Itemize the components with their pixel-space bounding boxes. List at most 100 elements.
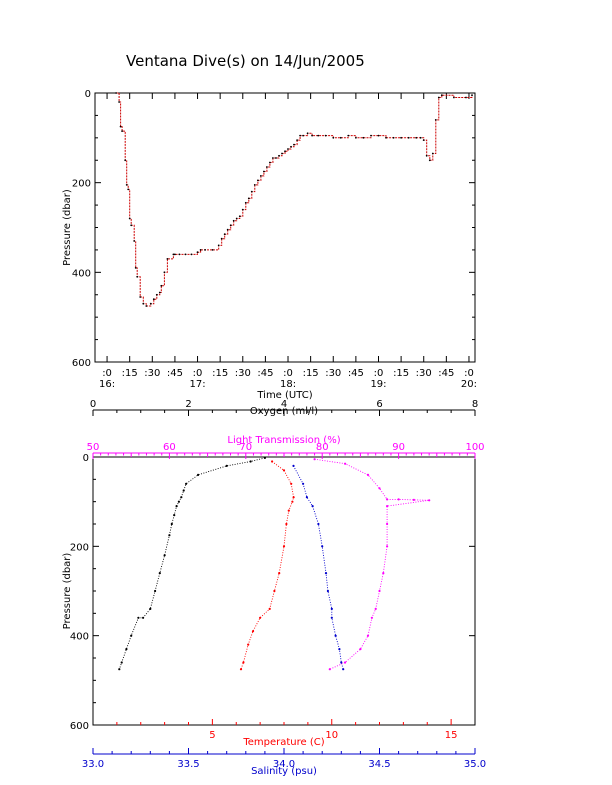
- oxygen-tick-label: 0: [90, 399, 96, 410]
- y-tick-label: 400: [70, 632, 89, 643]
- x-tick-label: :15: [122, 368, 138, 379]
- x-tick-label: :15: [303, 368, 319, 379]
- series-light-point: [412, 498, 415, 501]
- series-oxygen-point: [180, 496, 183, 499]
- dive-point: [377, 134, 380, 137]
- series-salinity-point: [330, 616, 333, 619]
- dive-point: [257, 179, 259, 182]
- series-light-point: [374, 607, 377, 611]
- series-temperature-point: [247, 643, 250, 646]
- oxygen-tick-label: 4: [281, 399, 287, 410]
- series-light-point: [386, 545, 389, 548]
- dive-point: [425, 154, 428, 157]
- dive-point: [287, 148, 289, 150]
- dive-point: [434, 119, 437, 121]
- series-oxygen-point: [168, 534, 171, 537]
- dive-point: [266, 166, 268, 168]
- dive-point: [238, 215, 241, 218]
- dive-point: [355, 136, 357, 139]
- series-oxygen-point: [185, 482, 188, 485]
- series-light-point: [328, 668, 331, 671]
- series-oxygen-point: [142, 616, 145, 619]
- series-temperature-point: [251, 630, 255, 633]
- dive-point: [293, 143, 295, 146]
- x-tick-hour-label: 20:: [461, 379, 477, 390]
- series-temperature-line: [240, 461, 295, 670]
- dive-point: [204, 249, 207, 251]
- series-temperature-point: [290, 482, 293, 485]
- x-tick-hour-label: 16:: [99, 379, 115, 390]
- dive-point: [124, 159, 127, 162]
- series-temperature-point: [282, 545, 286, 548]
- dive-point: [142, 302, 145, 305]
- series-light-point: [397, 498, 400, 501]
- series-oxygen-point: [163, 554, 166, 557]
- series-temperature-point: [273, 589, 276, 593]
- series-oxygen-point: [125, 648, 128, 651]
- dive-point: [115, 92, 117, 94]
- dive-point: [152, 298, 155, 301]
- y-tick-label: 0: [85, 89, 91, 100]
- oxygen-tick-label: 8: [472, 399, 478, 410]
- dive-point: [471, 94, 473, 97]
- x-tick-label: :45: [438, 368, 454, 379]
- x-tick-label: :15: [212, 368, 228, 379]
- light-tick-label: 50: [87, 442, 100, 453]
- dive-point: [440, 94, 443, 97]
- dive-point: [347, 134, 350, 137]
- x-tick-label: :0: [102, 368, 112, 379]
- temperature-axis-title: Temperature (C): [242, 737, 324, 748]
- dive-point: [253, 184, 256, 186]
- series-temperature-point: [259, 616, 262, 619]
- series-temperature-point: [285, 522, 288, 526]
- dive-point: [332, 136, 335, 139]
- y-tick-label: 400: [72, 268, 91, 279]
- property-profile-chart: 0 200 400 600 Pressure (dbar) 0 2 4 6 8 Oxygen (ml…: [62, 399, 486, 777]
- series-light-point: [359, 648, 362, 651]
- series-oxygen-point: [137, 616, 140, 619]
- dive-point: [196, 251, 199, 254]
- x-tick-hour-label: 19:: [370, 379, 386, 390]
- dive-point: [269, 161, 271, 164]
- series-salinity-point: [342, 668, 345, 671]
- dive-point: [223, 233, 226, 236]
- dive-point: [339, 136, 342, 139]
- salinity-tick-label: 33.5: [177, 759, 199, 770]
- series-salinity-point: [334, 634, 337, 637]
- dive-point: [247, 197, 250, 200]
- x-tick-label: :30: [235, 368, 251, 379]
- series-oxygen-point: [170, 522, 173, 526]
- dive-point: [226, 228, 229, 231]
- oxygen-tick-label: 2: [185, 399, 191, 410]
- dive-point: [317, 134, 320, 137]
- dive-point: [178, 253, 181, 256]
- dive-point: [281, 152, 283, 155]
- light-axis-title: Light Transmission (%): [227, 435, 340, 446]
- dive-point: [370, 134, 372, 137]
- dive-point: [163, 271, 166, 274]
- series-light-point: [378, 487, 381, 490]
- series-light-point: [366, 634, 370, 637]
- page-title: Ventana Dive(s) on 14/Jun/2005: [126, 52, 365, 70]
- series-salinity-line: [293, 465, 344, 670]
- x-tick-label: :45: [167, 368, 183, 379]
- dive-point: [232, 219, 235, 222]
- dive-point: [272, 157, 274, 159]
- dive-point: [149, 302, 152, 305]
- oxygen-tick-label: 6: [376, 399, 382, 410]
- series-salinity-point: [292, 464, 295, 467]
- series-oxygen-point: [177, 500, 180, 503]
- series-light-point: [344, 661, 347, 664]
- temperature-tick-label: 10: [325, 730, 338, 741]
- salinity-tick-label: 33.0: [82, 759, 104, 770]
- dive-point: [278, 154, 280, 157]
- dive-point: [139, 296, 142, 298]
- dive-point: [244, 201, 247, 204]
- series-oxygen-point: [182, 489, 185, 492]
- series-salinity-point: [326, 589, 329, 593]
- dive-point: [128, 217, 131, 220]
- x-tick-label: :0: [193, 368, 203, 379]
- dive-point: [299, 134, 301, 137]
